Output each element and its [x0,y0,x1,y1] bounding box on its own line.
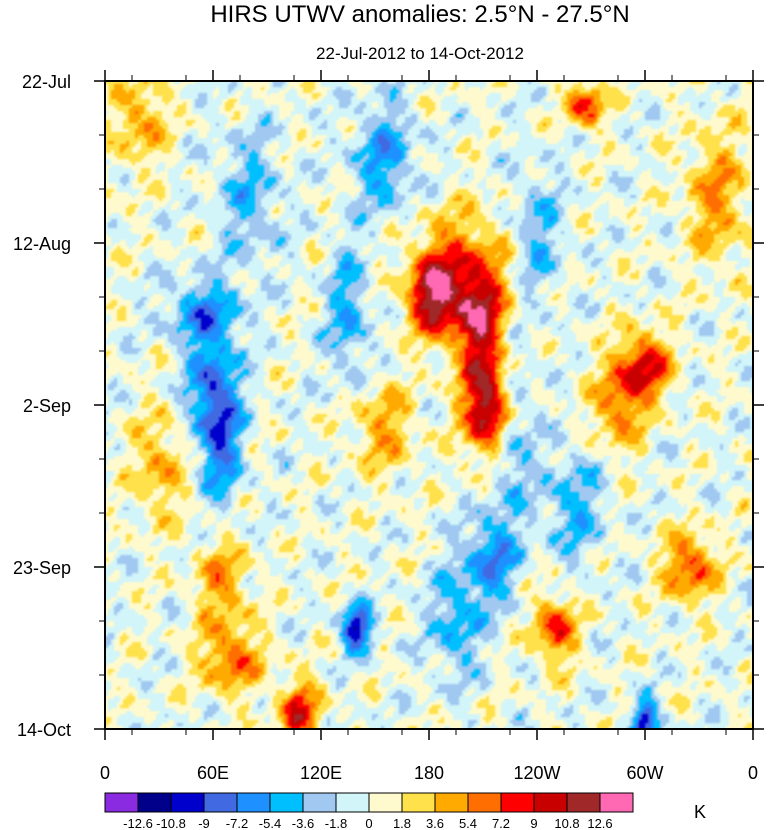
colorbar-swatch [236,792,271,813]
anomaly-field [105,81,753,729]
x-tick-label: 60E [197,763,229,783]
colorbar-level-label: 9 [530,816,537,830]
x-tick-label: 180 [414,763,444,783]
x-tick-label: 120W [513,763,560,783]
x-tick-label: 60W [626,763,663,783]
colorbar-level-label: -9 [198,816,210,830]
chart-subtitle: 22-Jul-2012 to 14-Oct-2012 [316,44,524,63]
x-axis: 0 60E 120E 180 120W 60W 0 [100,70,758,783]
x-tick-label: 120E [300,763,342,783]
colorbar-level-label: -3.6 [292,816,314,830]
y-tick-label: 2-Sep [23,396,71,416]
colorbar-level-label: -7.2 [226,816,248,830]
y-tick-label: 12-Aug [13,234,71,254]
colorbar-swatch [203,792,238,813]
colorbar-swatch [104,792,139,813]
x-tick-label: 0 [100,763,110,783]
colorbar-swatch [269,792,304,813]
colorbar-level-label: 1.8 [393,816,411,830]
colorbar-level-label: 3.6 [426,816,444,830]
y-tick-label: 14-Oct [17,720,71,740]
colorbar-swatch [137,792,172,813]
colorbar-swatch [566,792,601,813]
y-axis: 22-Jul 12-Aug 2-Sep 23-Sep 14-Oct [13,72,764,740]
colorbar-swatch [170,792,205,813]
colorbar-level-label: 12.6 [587,816,612,830]
x-tick-label: 0 [748,763,758,783]
y-tick-label: 23-Sep [13,558,71,578]
colorbar-swatch [599,792,634,813]
y-tick-label: 22-Jul [22,72,71,92]
colorbar-level-label: 0 [365,816,372,830]
plot-area [104,80,754,730]
colorbar-level-label: -10.8 [156,816,186,830]
colorbar-swatch [500,792,535,813]
colorbar-level-label: -12.6 [123,816,153,830]
colorbar-level-label: 5.4 [459,816,477,830]
colorbar-swatch [533,792,568,813]
colorbar: -12.6 -10.8 -9 -7.2 -5.4 -3.6 -1.8 0 1.8 3.6 5.4 7.… [104,792,634,830]
colorbar-swatch [335,792,370,813]
colorbar-level-label: 10.8 [554,816,579,830]
colorbar-swatch [467,792,502,813]
colorbar-swatch [368,792,403,813]
colorbar-level-label: 7.2 [492,816,510,830]
colorbar-swatch [434,792,469,813]
colorbar-swatch [302,792,337,813]
chart-title: HIRS UTWV anomalies: 2.5°N - 27.5°N [210,1,629,28]
colorbar-swatch [401,792,436,813]
colorbar-level-label: -1.8 [325,816,347,830]
colorbar-unit-label: K [694,802,706,822]
colorbar-level-label: -5.4 [259,816,281,830]
